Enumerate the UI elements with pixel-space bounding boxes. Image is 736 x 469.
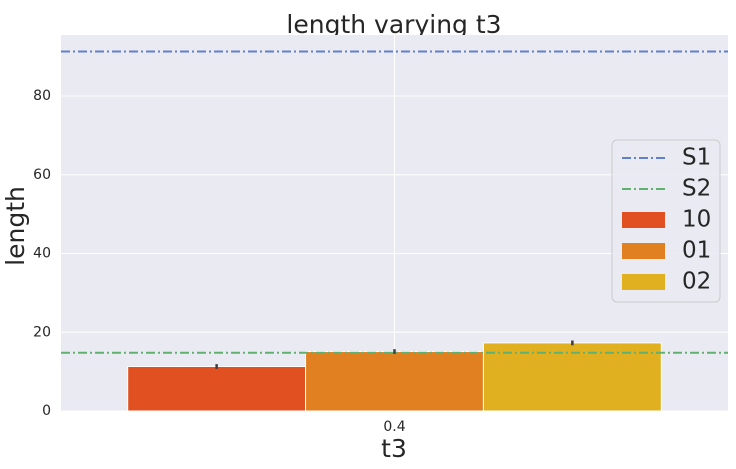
legend-label-01: 01 [682,238,711,264]
y-tick-label: 0 [42,403,51,419]
bar-10 [127,366,307,412]
y-tick-label: 40 [33,246,51,262]
bar-01 [305,351,484,412]
y-tick-label: 60 [33,167,51,183]
y-tick-label: 80 [33,88,51,104]
bar-02 [482,342,662,412]
error-bars [215,340,574,369]
legend-label-10: 10 [682,207,711,233]
y-tick-labels: 0 20 40 60 80 [33,88,51,419]
x-tick-label: 0.4 [383,419,405,435]
legend-label-02: 02 [682,269,711,295]
legend: S1 S2 10 01 02 [611,139,721,303]
chart-title: length varying t3 [286,10,501,39]
bars [127,342,662,412]
x-tick-labels: 0.4 [383,419,405,435]
legend-swatch-02 [622,274,665,290]
legend-box [611,139,721,303]
legend-swatch-10 [622,212,665,228]
y-tick-label: 20 [33,324,51,340]
y-axis-label: length [1,186,30,266]
legend-label-S1: S1 [682,145,711,171]
x-axis-label: t3 [381,434,407,463]
legend-label-S2: S2 [682,176,711,202]
legend-swatch-01 [622,243,665,259]
